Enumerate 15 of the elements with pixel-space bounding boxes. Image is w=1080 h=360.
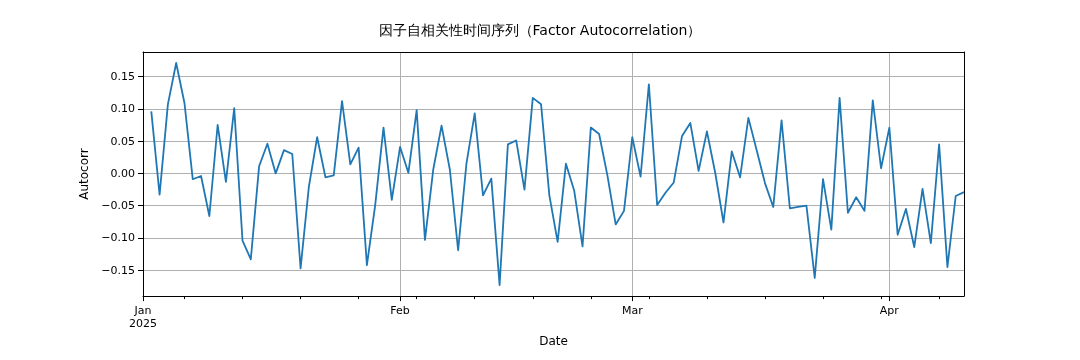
x-tick-label: Jan 2025 <box>129 304 157 331</box>
y-tick-label: −0.15 <box>101 263 135 277</box>
x-axis-title: Date <box>539 334 568 348</box>
y-tick-label: 0.15 <box>110 70 135 84</box>
y-tick-label: −0.10 <box>101 231 135 245</box>
y-tick-label: 0.05 <box>110 134 135 148</box>
y-axis-title: Autocorr <box>77 148 92 200</box>
x-tick-label: Mar <box>621 304 644 318</box>
x-tick-label: Feb <box>390 304 410 318</box>
y-tick-label: 0.10 <box>110 102 135 116</box>
x-tick-label: Apr <box>879 304 900 318</box>
y-tick-label: 0.00 <box>110 166 135 180</box>
chart-title: 因子自相关性时间序列（Factor Autocorrelation） <box>378 22 702 38</box>
line-series <box>150 62 965 287</box>
y-tick-label: −0.05 <box>101 199 135 213</box>
